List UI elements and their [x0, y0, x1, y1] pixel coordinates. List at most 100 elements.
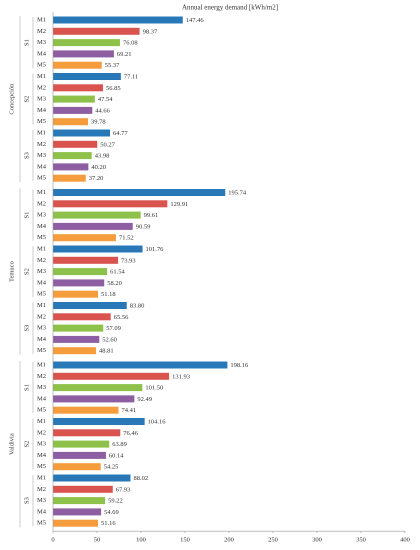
bar — [53, 406, 119, 414]
value-label: 59.22 — [108, 498, 123, 505]
value-label: 44.66 — [95, 107, 110, 114]
row-label: M2 — [37, 257, 46, 264]
value-label: 63.89 — [112, 441, 127, 448]
bar — [53, 118, 89, 126]
row-label: M3 — [37, 152, 46, 159]
value-label: 101.50 — [145, 385, 163, 392]
value-label: 131.93 — [172, 373, 190, 380]
row-label: M2 — [37, 28, 46, 35]
row-label: M5 — [37, 407, 46, 414]
x-tick-label: 100 — [136, 537, 146, 544]
value-label: 76.08 — [123, 40, 138, 47]
bar — [53, 451, 106, 459]
row-label: M5 — [37, 520, 46, 527]
value-label: 101.76 — [146, 246, 165, 253]
subgroup-label: S3 — [23, 497, 30, 504]
chart-title: Annual energy demand [kWh/m2] — [182, 4, 278, 12]
bar — [53, 519, 99, 527]
bar — [53, 174, 86, 182]
row-label: M1 — [37, 418, 46, 425]
row-label: M4 — [37, 508, 47, 515]
value-label: 104.16 — [148, 418, 167, 425]
bar — [53, 16, 183, 24]
bar — [53, 222, 133, 230]
value-label: 47.54 — [98, 96, 113, 103]
row-label: M1 — [37, 302, 46, 309]
row-label: M4 — [37, 107, 47, 114]
bar — [53, 485, 113, 493]
value-label: 74.41 — [121, 407, 136, 414]
bar — [53, 234, 116, 242]
x-tick-label: 350 — [356, 537, 366, 544]
bar — [53, 279, 105, 287]
bar — [53, 152, 92, 160]
value-label: 60.14 — [109, 452, 124, 459]
value-label: 56.85 — [106, 85, 121, 92]
subgroup-label: S2 — [23, 96, 30, 103]
bar — [53, 347, 96, 355]
bar — [53, 463, 101, 471]
bar — [53, 335, 100, 343]
bar — [53, 440, 110, 448]
value-label: 51.18 — [101, 291, 116, 298]
x-tick-label: 250 — [268, 537, 278, 544]
value-label: 147.46 — [186, 17, 205, 24]
bar — [53, 372, 170, 380]
row-label: M1 — [37, 361, 46, 368]
value-label: 129.91 — [170, 201, 188, 208]
bar — [53, 106, 93, 114]
value-label: 43.98 — [95, 153, 110, 160]
row-label: M3 — [37, 39, 46, 46]
value-label: 198.16 — [230, 362, 249, 369]
value-label: 55.37 — [105, 62, 120, 69]
value-label: 54.69 — [104, 509, 119, 516]
bar — [53, 27, 140, 35]
value-label: 77.11 — [124, 73, 138, 80]
value-label: 52.60 — [102, 336, 117, 343]
x-tick-label: 150 — [180, 537, 190, 544]
bar — [53, 429, 121, 437]
subgroup-label: S3 — [23, 325, 30, 332]
value-label: 90.59 — [136, 223, 151, 230]
row-label: M3 — [37, 441, 46, 448]
value-label: 65.56 — [114, 314, 129, 321]
subgroup-label: S1 — [23, 212, 30, 219]
x-tick-label: 200 — [224, 537, 234, 544]
bar — [53, 302, 127, 309]
row-label: M1 — [37, 16, 46, 23]
row-label: M2 — [37, 200, 46, 207]
bar — [53, 361, 228, 369]
value-label: 71.52 — [119, 235, 134, 242]
value-label: 37.20 — [89, 175, 104, 182]
row-label: M1 — [37, 189, 46, 196]
bar — [53, 474, 131, 482]
row-label: M5 — [37, 463, 46, 470]
value-label: 98.37 — [143, 28, 158, 35]
group-label: Concepción — [8, 83, 15, 115]
value-label: 88.02 — [133, 475, 148, 482]
row-label: M2 — [37, 429, 46, 436]
x-tick-label: 300 — [312, 537, 322, 544]
value-label: 39.78 — [91, 119, 106, 126]
bar — [53, 129, 110, 137]
row-label: M4 — [37, 279, 47, 286]
bar — [53, 497, 106, 505]
x-tick-label: 400 — [400, 537, 410, 544]
row-label: M5 — [37, 175, 46, 182]
bar — [53, 245, 143, 253]
bar — [53, 268, 108, 276]
row-label: M2 — [37, 373, 46, 380]
value-label: 54.25 — [104, 464, 119, 471]
value-label: 195.74 — [228, 189, 247, 196]
bar — [53, 395, 135, 403]
row-label: M2 — [37, 84, 46, 91]
bar — [53, 50, 114, 58]
value-label: 64.77 — [113, 130, 128, 137]
row-label: M4 — [37, 163, 47, 170]
row-label: M2 — [37, 313, 46, 320]
value-label: 73.93 — [121, 257, 136, 264]
row-label: M3 — [37, 268, 46, 275]
row-label: M3 — [37, 384, 46, 391]
row-label: M4 — [37, 336, 47, 343]
